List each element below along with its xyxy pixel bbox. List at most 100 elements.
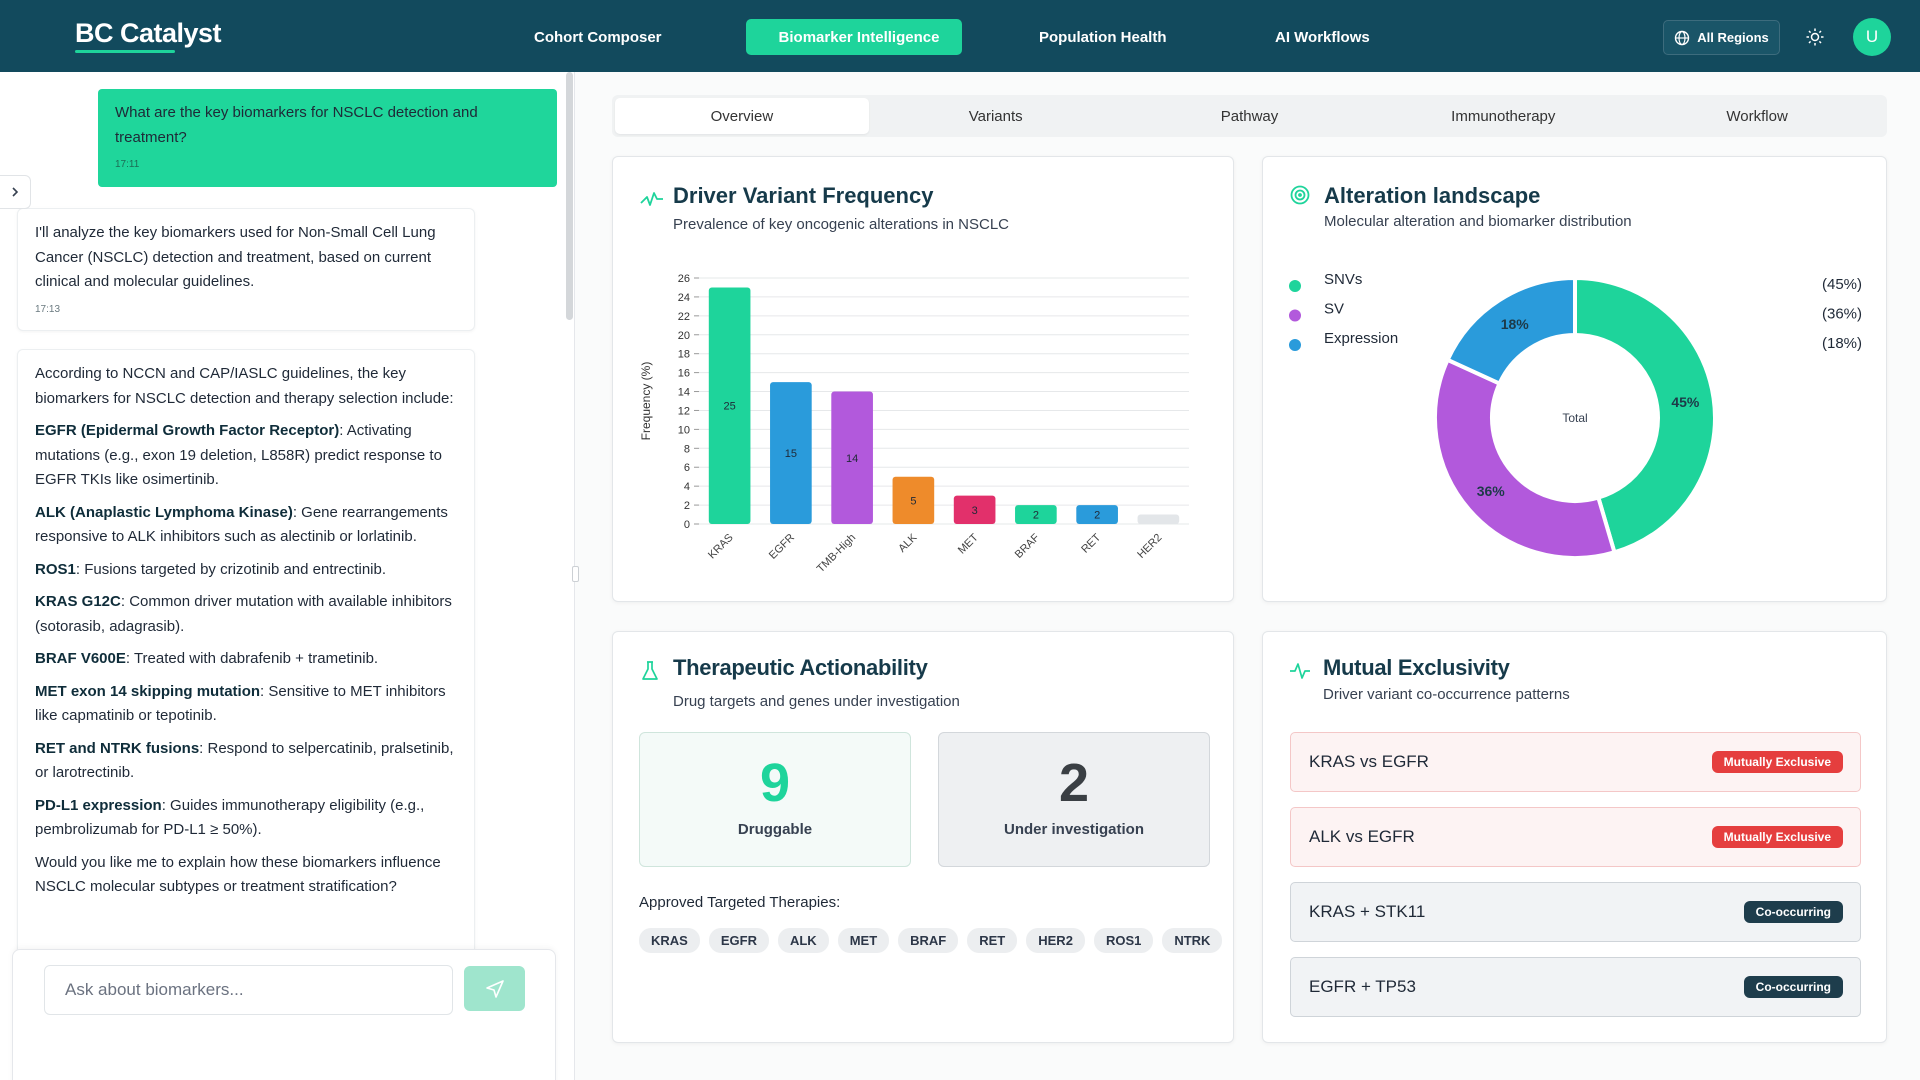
stat-label: Druggable [737, 821, 813, 838]
therapy-chips: KRAS EGFR ALK MET BRAF RET HER2 ROS1 NTRK [639, 928, 1223, 953]
message-text: : Treated with dabrafenib + trametinib. [125, 650, 379, 667]
message-bold: RET and NTRK fusions [35, 739, 200, 757]
card-title: Therapeutic Actionability [673, 655, 928, 680]
therapy-chip[interactable]: HER2 [1026, 928, 1085, 953]
y-tick-label: 26 [678, 273, 690, 285]
tab[interactable]: Overview [615, 98, 869, 134]
collapse-button[interactable] [0, 175, 31, 209]
message-text: : Sensitive to MET inhibitors like capma… [35, 682, 446, 725]
bar-value-label: 15 [785, 448, 797, 460]
theme-toggle[interactable] [1806, 28, 1824, 46]
region-label: All Regions [1697, 30, 1769, 45]
assistant-message: According to NCCN and CAP/IASLC guidelin… [17, 349, 475, 989]
message-bold: ALK (Anaplastic Lymphoma Kinase) [35, 503, 293, 521]
tab[interactable]: Immunotherapy [1451, 107, 1556, 125]
tab[interactable]: Variants [968, 107, 1023, 125]
bar-value-label: 25 [724, 401, 736, 413]
pair-badge: Mutually Exclusive [1711, 751, 1843, 773]
nav-label: Cohort Composer [534, 28, 662, 46]
x-tick-label: TMB-High [815, 532, 858, 575]
card-icon [640, 192, 663, 206]
y-tick-label: 4 [684, 481, 690, 493]
message-paragraph: KRAS G12C: Common driver mutation with a… [35, 590, 457, 639]
message-paragraph: ROS1: Fusions targeted by crizotinib and… [35, 558, 457, 583]
nav-label: Biomarker Intelligence [778, 28, 940, 46]
logo-underline [75, 50, 175, 53]
x-tick-label: KRAS [706, 532, 736, 562]
region-button[interactable]: All Regions [1663, 20, 1780, 55]
pair-label: KRAS vs EGFR [1309, 752, 1429, 771]
therapy-chip[interactable]: MET [837, 928, 890, 953]
donut-slice [1445, 275, 1577, 387]
message-text: : Activating mutations (e.g., exon 19 de… [35, 422, 442, 488]
composer: Ask about biomarkers... [12, 949, 556, 1080]
variant-card: Driver Variant Frequency Prevalence of ke… [612, 156, 1234, 602]
nav-item[interactable]: Biomarker Intelligence [746, 19, 962, 55]
message-bold: EGFR (Epidermal Growth Factor Receptor) [35, 422, 340, 439]
therapy-chip[interactable]: EGFR [708, 928, 769, 953]
stat-value: 2 [1058, 753, 1090, 813]
donut-slice [1573, 275, 1717, 555]
avatar[interactable]: U [1853, 18, 1891, 56]
resize-handle[interactable] [572, 566, 579, 582]
bar [1137, 514, 1180, 524]
message-text: : Common driver mutation with available … [35, 593, 452, 635]
slice-label: 36% [1477, 483, 1506, 499]
bar [708, 287, 751, 524]
message-paragraph: ALK (Anaplastic Lymphoma Kinase): Gene r… [35, 501, 457, 550]
message-paragraph: Would you like me to explain how these b… [35, 851, 457, 900]
x-tick-label: EGFR [767, 532, 797, 562]
x-tick-label: HER2 [1135, 532, 1164, 561]
therapy-chip[interactable]: RET [967, 928, 1018, 953]
logo[interactable]: BC Catalyst [75, 18, 222, 48]
nav-item[interactable]: AI Workflows [1265, 19, 1370, 55]
x-tick-label: MET [956, 531, 981, 556]
pair-row: KRAS + STK11 Co-occurring [1290, 882, 1861, 942]
message-paragraph: What are the key biomarkers for NSCLC de… [115, 101, 540, 150]
bar-chart: Driver Variant Frequency Prevalence of ke… [639, 183, 1189, 575]
nav-label: Population Health [1039, 28, 1167, 46]
message-bold: PD-L1 expression [35, 796, 162, 814]
scrollbar[interactable] [566, 72, 573, 320]
assistant-message: I'll analyze the key biomarkers used for… [17, 208, 475, 331]
actionability-card: Therapeutic Actionability Drug targets a… [612, 631, 1234, 1043]
y-tick-label: 0 [684, 519, 690, 531]
card-icon [1290, 663, 1310, 679]
tab-bar: Overview Variants Pathway Immunotherapy Work… [612, 95, 1887, 137]
alteration-card: Alteration landscape Molecular alteration… [1262, 156, 1887, 602]
therapy-chip[interactable]: NTRK [1162, 928, 1223, 953]
therapy-chip[interactable]: ROS1 [1093, 928, 1154, 953]
therapy-chip[interactable]: KRAS [639, 928, 700, 953]
therapies-label: Approved Targeted Therapies: [639, 894, 841, 911]
stat-box: 9 Druggable [639, 732, 911, 867]
chat-panel: What are the key biomarkers for NSCLC de… [0, 72, 575, 1080]
legend-dot [1289, 339, 1301, 351]
send-button[interactable] [464, 966, 525, 1011]
slice-label: 18% [1501, 316, 1530, 332]
therapy-chip[interactable]: BRAF [898, 928, 959, 953]
bar [770, 382, 812, 524]
chart-subtitle: Molecular alteration and biomarker distr… [1324, 213, 1632, 230]
message-paragraph: I'll analyze the key biomarkers used for… [35, 221, 457, 295]
pair-badge: Co-occurring [1743, 901, 1843, 923]
message-paragraph: EGFR (Epidermal Growth Factor Receptor):… [35, 419, 457, 493]
nav-item[interactable]: Population Health [1029, 19, 1167, 55]
tab[interactable]: Workflow [1726, 107, 1788, 125]
pair-row: EGFR + TP53 Co-occurring [1290, 957, 1861, 1017]
bar [953, 495, 996, 524]
x-tick-label: RET [1079, 531, 1103, 555]
message-text: I'll analyze the key biomarkers used for… [35, 224, 436, 290]
legend-label: SV [1324, 301, 1344, 318]
chart-title: Driver Variant Frequency [673, 183, 934, 208]
bar-value-label: 5 [910, 495, 916, 507]
legend-dot [1289, 280, 1301, 292]
nav-label: AI Workflows [1275, 28, 1370, 46]
nav-item[interactable]: Cohort Composer [524, 19, 662, 55]
message-time: 17:13 [35, 303, 61, 315]
tab[interactable]: Pathway [1220, 107, 1279, 125]
therapy-chip[interactable]: ALK [777, 928, 829, 953]
chat-input[interactable]: Ask about biomarkers... [44, 965, 453, 1015]
donut-slice [1433, 357, 1617, 560]
y-tick-label: 14 [678, 387, 690, 399]
pair-badge: Co-occurring [1743, 976, 1843, 998]
